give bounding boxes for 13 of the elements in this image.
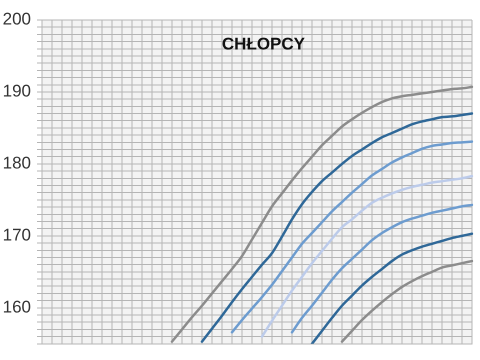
y-tick-label: 170 xyxy=(2,226,31,245)
y-tick-label: 160 xyxy=(2,298,31,317)
line-series xyxy=(200,112,474,343)
text: CHŁOPCY xyxy=(222,34,306,54)
line-series xyxy=(230,140,474,334)
line-series xyxy=(170,86,474,343)
y-tick-label: 200 xyxy=(2,10,31,29)
line-series xyxy=(290,204,474,334)
line-series xyxy=(310,232,474,344)
line-series xyxy=(340,260,474,343)
line-series xyxy=(260,174,474,338)
y-tick-label: 180 xyxy=(2,154,31,173)
y-tick-label: 190 xyxy=(2,82,31,101)
